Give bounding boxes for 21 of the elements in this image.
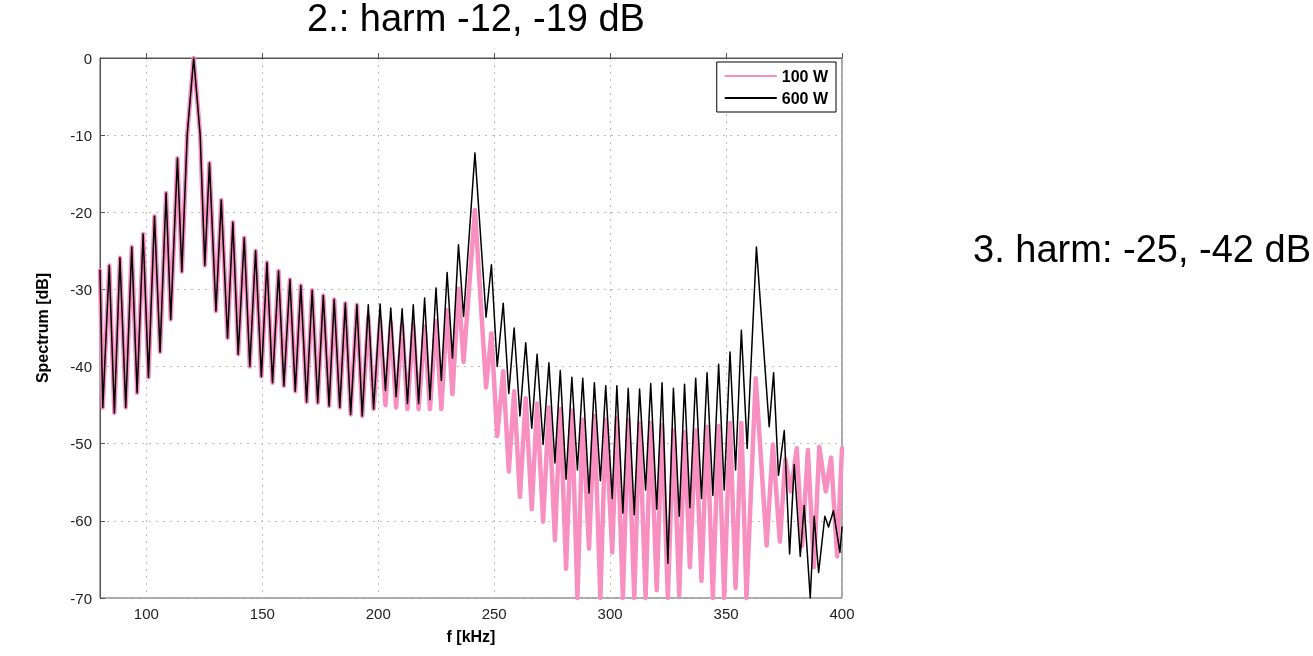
x-tick-label: 350 bbox=[713, 605, 739, 622]
x-tick-label: 300 bbox=[597, 605, 623, 622]
x-tick-label: 150 bbox=[249, 605, 275, 622]
x-tick-label: 250 bbox=[481, 605, 507, 622]
y-tick-label: -40 bbox=[70, 358, 92, 376]
y-axis-title: Spectrum [dB] bbox=[33, 272, 51, 384]
x-tick-label: 400 bbox=[829, 605, 855, 622]
legend-label: 100 W bbox=[781, 67, 829, 85]
y-tick-label: 0 bbox=[83, 49, 92, 67]
text: 3. harm: -25, -42 dB bbox=[973, 228, 1311, 270]
y-tick-label: -20 bbox=[70, 203, 92, 221]
x-tick-label: 100 bbox=[133, 605, 159, 622]
y-tick-label: -70 bbox=[70, 589, 92, 607]
y-tick-label: -50 bbox=[70, 435, 92, 453]
chart-title: 2.: harm -12, -19 dB bbox=[307, 0, 645, 39]
y-tick-label: -60 bbox=[70, 512, 92, 530]
y-tick-label: -30 bbox=[70, 280, 92, 298]
legend-label: 600 W bbox=[781, 89, 829, 107]
x-axis-title: f [kHz] bbox=[446, 627, 496, 645]
y-tick-label: -10 bbox=[70, 126, 92, 144]
x-tick-label: 200 bbox=[365, 605, 391, 622]
